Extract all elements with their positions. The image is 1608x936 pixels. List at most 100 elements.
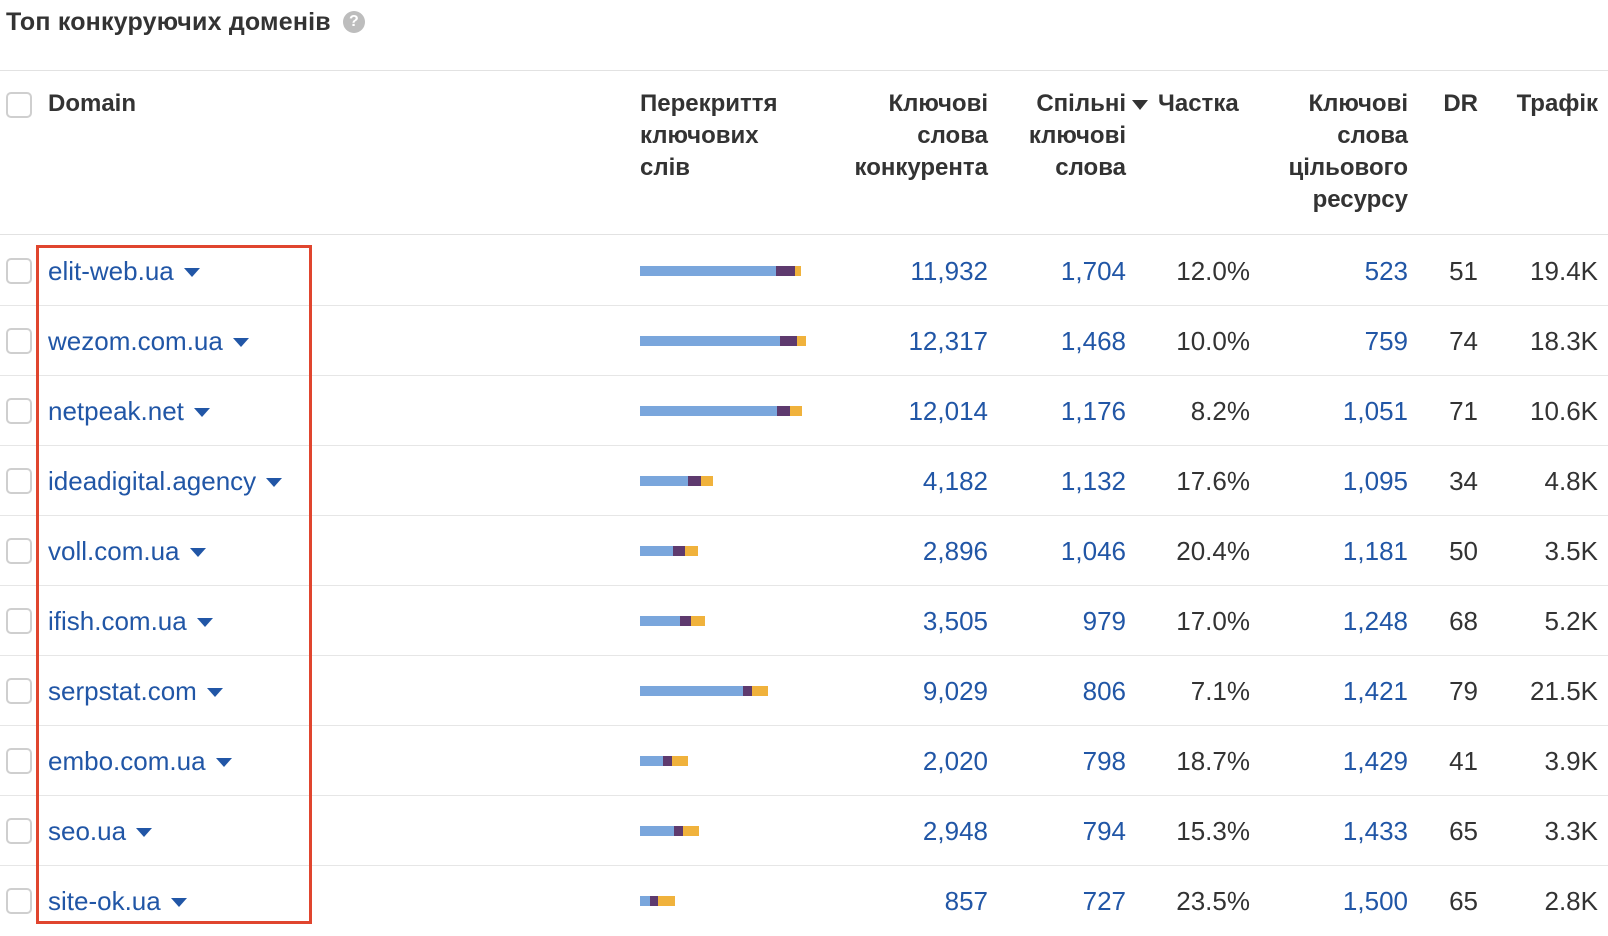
chevron-down-icon[interactable] (136, 828, 153, 837)
row-divider (0, 445, 1608, 446)
help-icon[interactable]: ? (342, 11, 365, 33)
domain-name[interactable]: embo.com.ua (48, 745, 206, 776)
chevron-down-icon[interactable] (266, 478, 283, 487)
common-keywords-value[interactable]: 1,046 (1060, 535, 1126, 566)
chevron-down-icon[interactable] (232, 338, 249, 347)
overlap-bar-common (674, 826, 683, 836)
overlap-bar-competitor (640, 616, 680, 626)
row-checkbox[interactable] (6, 258, 32, 284)
chevron-down-icon[interactable] (196, 618, 213, 627)
competitor-keywords-value[interactable]: 9,029 (922, 675, 988, 706)
column-header-target-keywords[interactable]: Ключові слова цільового ресурсу (1270, 88, 1408, 216)
domain-name[interactable]: site-ok.ua (48, 885, 161, 916)
row-checkbox[interactable] (6, 398, 32, 424)
target-keywords-value[interactable]: 1,051 (1342, 395, 1408, 426)
domain-link[interactable]: seo.ua (48, 796, 153, 866)
domain-link[interactable]: serpstat.com (48, 656, 223, 726)
chevron-down-icon[interactable] (189, 548, 206, 557)
domain-name[interactable]: ifish.com.ua (48, 605, 187, 636)
domain-name[interactable]: serpstat.com (48, 675, 197, 706)
target-keywords-value[interactable]: 1,433 (1342, 815, 1408, 846)
column-header-common-keywords[interactable]: Спільні ключові слова (1000, 88, 1148, 184)
target-keywords-value[interactable]: 1,181 (1342, 535, 1408, 566)
table-row: ifish.com.ua 3,505 979 17.0% 1,248 68 5.… (0, 586, 1608, 656)
target-keywords-value[interactable]: 1,421 (1342, 675, 1408, 706)
target-keywords-value[interactable]: 523 (1364, 255, 1408, 286)
chevron-down-icon[interactable] (206, 688, 223, 697)
domain-link[interactable]: ideadigital.agency (48, 446, 283, 516)
common-keywords-value[interactable]: 979 (1082, 605, 1126, 636)
table-row: site-ok.ua 857 727 23.5% 1,500 65 2.8K (0, 866, 1608, 936)
table-row: serpstat.com 9,029 806 7.1% 1,421 79 21.… (0, 656, 1608, 726)
row-checkbox[interactable] (6, 328, 32, 354)
target-keywords-value[interactable]: 1,500 (1342, 885, 1408, 916)
column-header-overlap[interactable]: Перекриття ключових слів (640, 88, 778, 184)
competitor-keywords-value[interactable]: 2,896 (922, 535, 988, 566)
competitor-keywords-value[interactable]: 2,020 (922, 745, 988, 776)
common-keywords-value[interactable]: 806 (1082, 675, 1126, 706)
overlap-bar-target (683, 826, 699, 836)
common-keywords-value[interactable]: 1,176 (1060, 395, 1126, 426)
traffic-value: 2.8K (1544, 885, 1599, 916)
table-row: wezom.com.ua 12,317 1,468 10.0% 759 74 1… (0, 306, 1608, 376)
chevron-down-icon[interactable] (215, 758, 232, 767)
column-header-competitor-keywords[interactable]: Ключові слова конкурента (820, 88, 989, 184)
domain-name[interactable]: ideadigital.agency (48, 465, 257, 496)
domain-name[interactable]: netpeak.net (48, 395, 184, 426)
overlap-bar-competitor (640, 756, 663, 766)
competitor-keywords-value[interactable]: 4,182 (922, 465, 988, 496)
table-row: ideadigital.agency 4,182 1,132 17.6% 1,0… (0, 446, 1608, 516)
target-keywords-value[interactable]: 1,095 (1342, 465, 1408, 496)
row-checkbox[interactable] (6, 608, 32, 634)
overlap-bar-target (672, 756, 688, 766)
share-value: 17.0% (1176, 605, 1250, 636)
row-checkbox[interactable] (6, 888, 32, 914)
row-checkbox[interactable] (6, 538, 32, 564)
overlap-bar (640, 826, 699, 836)
overlap-bar (640, 756, 688, 766)
common-keywords-value[interactable]: 798 (1082, 745, 1126, 776)
page-title: Топ конкуруючих доменів (6, 7, 331, 36)
chevron-down-icon[interactable] (170, 898, 187, 907)
common-keywords-value[interactable]: 727 (1082, 885, 1126, 916)
common-keywords-value[interactable]: 1,704 (1060, 255, 1126, 286)
chevron-down-icon[interactable] (183, 268, 200, 277)
domain-link[interactable]: embo.com.ua (48, 726, 232, 796)
common-keywords-value[interactable]: 1,468 (1060, 325, 1126, 356)
domain-name[interactable]: wezom.com.ua (48, 325, 223, 356)
domain-name[interactable]: voll.com.ua (48, 535, 180, 566)
target-keywords-value[interactable]: 759 (1364, 325, 1408, 356)
domain-link[interactable]: netpeak.net (48, 376, 210, 446)
domain-link[interactable]: voll.com.ua (48, 516, 206, 586)
competitor-keywords-value[interactable]: 12,014 (908, 395, 988, 426)
common-keywords-value[interactable]: 1,132 (1060, 465, 1126, 496)
column-header-share[interactable]: Частка (1158, 90, 1239, 117)
domain-name[interactable]: elit-web.ua (48, 255, 174, 286)
row-checkbox[interactable] (6, 678, 32, 704)
overlap-bar-common (688, 476, 701, 486)
column-header-dr[interactable]: DR (1443, 90, 1478, 117)
competitor-keywords-value[interactable]: 3,505 (922, 605, 988, 636)
traffic-value: 4.8K (1544, 465, 1599, 496)
competitor-keywords-value[interactable]: 857 (944, 885, 988, 916)
row-checkbox[interactable] (6, 748, 32, 774)
select-all-checkbox[interactable] (6, 92, 32, 118)
share-value: 10.0% (1176, 325, 1250, 356)
competitor-keywords-value[interactable]: 11,932 (910, 255, 988, 286)
target-keywords-value[interactable]: 1,248 (1342, 605, 1408, 636)
competitor-keywords-value[interactable]: 2,948 (922, 815, 988, 846)
share-value: 12.0% (1176, 255, 1250, 286)
chevron-down-icon[interactable] (193, 408, 210, 417)
row-checkbox[interactable] (6, 818, 32, 844)
domain-link[interactable]: wezom.com.ua (48, 306, 249, 376)
domain-name[interactable]: seo.ua (48, 815, 127, 846)
domain-link[interactable]: elit-web.ua (48, 236, 200, 306)
competitor-keywords-value[interactable]: 12,317 (908, 325, 988, 356)
row-checkbox[interactable] (6, 468, 32, 494)
target-keywords-value[interactable]: 1,429 (1342, 745, 1408, 776)
common-keywords-value[interactable]: 794 (1082, 815, 1126, 846)
domain-link[interactable]: ifish.com.ua (48, 586, 213, 656)
column-header-domain[interactable]: Domain (48, 90, 137, 117)
domain-link[interactable]: site-ok.ua (48, 866, 187, 936)
column-header-traffic[interactable]: Трафік (1516, 90, 1598, 117)
